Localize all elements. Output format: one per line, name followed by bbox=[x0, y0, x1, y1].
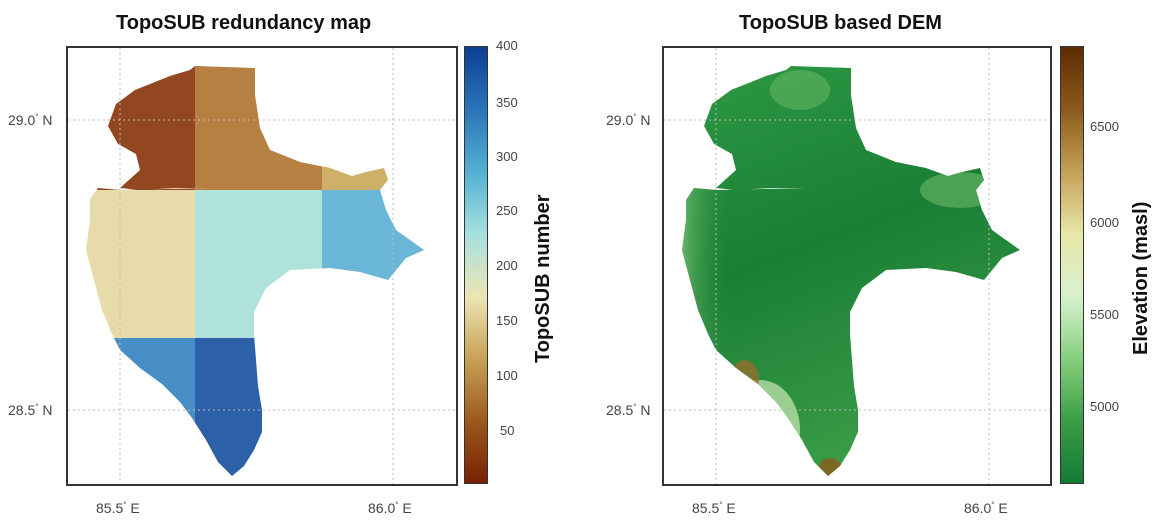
colorbar-tick: 200 bbox=[496, 258, 518, 273]
left-colorbar-label: TopoSUB number bbox=[532, 194, 554, 363]
left-map-title: TopoSUB redundancy map bbox=[116, 12, 372, 34]
colorbar-tick: 50 bbox=[500, 423, 515, 438]
right-lat-label-29: 29.0° N bbox=[606, 112, 651, 128]
colorbar-tick: 350 bbox=[496, 95, 518, 110]
redundancy-colorbar bbox=[464, 46, 488, 484]
colorbar-tick: 250 bbox=[496, 203, 518, 218]
elevation-colorbar bbox=[1060, 46, 1084, 484]
colorbar-tick: 100 bbox=[496, 368, 518, 383]
right-lat-label-285: 28.5° N bbox=[606, 402, 651, 418]
block-beige bbox=[86, 190, 195, 338]
right-colorbar-label: Elevation (masl) bbox=[1130, 201, 1152, 355]
colorbar-tick: 5000 bbox=[1090, 399, 1119, 414]
dem-basin bbox=[682, 66, 1020, 476]
colorbar-tick: 5500 bbox=[1090, 307, 1119, 322]
right-grid bbox=[664, 48, 1050, 484]
left-lat-label-285: 28.5° N bbox=[8, 402, 53, 418]
colorbar-tick: 6500 bbox=[1090, 119, 1119, 134]
colorbar-tick: 6000 bbox=[1090, 215, 1119, 230]
right-map-title: TopoSUB based DEM bbox=[739, 12, 942, 34]
left-lat-label-29: 29.0° N bbox=[8, 112, 53, 128]
left-lon-label-860: 86.0° E bbox=[368, 500, 412, 516]
left-lon-label-855: 85.5° E bbox=[96, 500, 140, 516]
colorbar-tick: 400 bbox=[496, 38, 518, 53]
colorbar-tick: 150 bbox=[496, 313, 518, 328]
right-lon-label-860: 86.0° E bbox=[964, 500, 1008, 516]
colorbar-tick: 300 bbox=[496, 149, 518, 164]
right-lon-label-855: 85.5° E bbox=[692, 500, 736, 516]
